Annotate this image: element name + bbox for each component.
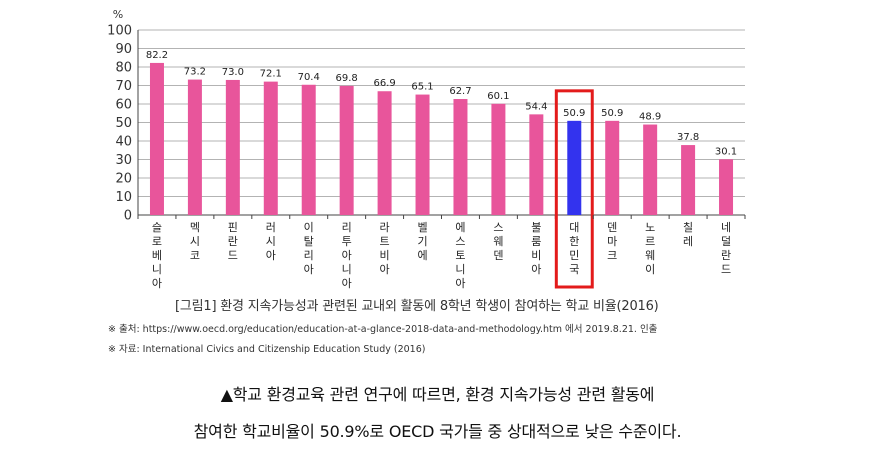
data-label: 70.4: [298, 72, 320, 83]
data-label: 37.8: [677, 132, 699, 143]
bar: [643, 124, 658, 215]
data-label: 60.1: [487, 91, 509, 102]
bar: [187, 79, 202, 215]
y-tick-label: 100: [107, 24, 132, 39]
y-tick-label: 90: [115, 42, 132, 57]
source-note: ※ 출처: https://www.oecd.org/education/edu…: [108, 324, 658, 335]
data-label: 48.9: [639, 112, 661, 123]
y-tick-label: 0: [124, 209, 132, 224]
bar: [339, 85, 354, 216]
y-tick-label: 30: [115, 153, 132, 168]
data-label: 66.9: [373, 78, 395, 89]
bar: [567, 120, 582, 215]
data-label: 62.7: [449, 86, 471, 97]
bar-chart: 0 10 20 30 40 50 60 70 80 90 100% 82.2 슬 로 베 니 아 73.2 멕 시 코 7…: [107, 8, 746, 290]
data-label: 65.1: [411, 82, 433, 93]
bar: [605, 120, 620, 215]
bar: [225, 79, 240, 215]
data-label: 54.4: [525, 101, 547, 112]
bar: [415, 94, 430, 215]
y-tick-label: 40: [115, 135, 132, 150]
y-tick-label: 50: [115, 116, 132, 131]
data-label: 30.1: [715, 146, 737, 157]
data-label: 72.1: [260, 69, 282, 80]
y-unit-label: %: [113, 8, 123, 21]
y-tick-label: 80: [115, 61, 132, 76]
chart-canvas: 0 10 20 30 40 50 60 70 80 90 100% 82.2 슬 로 베 니 아 73.2 멕 시 코 7…: [107, 8, 746, 290]
data-label: 50.9: [601, 108, 623, 119]
bar: [719, 159, 734, 215]
bar: [491, 103, 506, 215]
highlight-box: [554, 89, 594, 289]
y-tick-label: 10: [115, 190, 132, 205]
bar: [453, 99, 468, 215]
data-label: 82.2: [146, 50, 168, 61]
data-label: 73.2: [184, 67, 206, 78]
bar: [681, 145, 696, 215]
y-tick-label: 70: [115, 79, 132, 94]
figure-caption: [그림1] 환경 지속가능성과 관련된 교내외 활동에 8학년 학생이 참여하는…: [175, 299, 659, 314]
bar: [301, 84, 316, 215]
bar: [529, 114, 544, 215]
article-line-1: ▲학교 환경교육 관련 연구에 따르면, 환경 지속가능성 관련 활동에: [220, 385, 655, 404]
y-tick-label: 60: [115, 98, 132, 113]
article-line-2: 참여한 학교비율이 50.9%로 OECD 국가들 중 상대적으로 낮은 수준이…: [193, 422, 682, 441]
data-note: ※ 자료: International Civics and Citizensh…: [108, 344, 426, 355]
bar: [149, 62, 164, 216]
bar: [263, 81, 278, 216]
data-label: 69.8: [336, 73, 358, 84]
bar: [377, 91, 392, 215]
data-label: 73.0: [222, 67, 244, 78]
data-label: 50.9: [563, 108, 585, 119]
y-tick-label: 20: [115, 172, 132, 187]
